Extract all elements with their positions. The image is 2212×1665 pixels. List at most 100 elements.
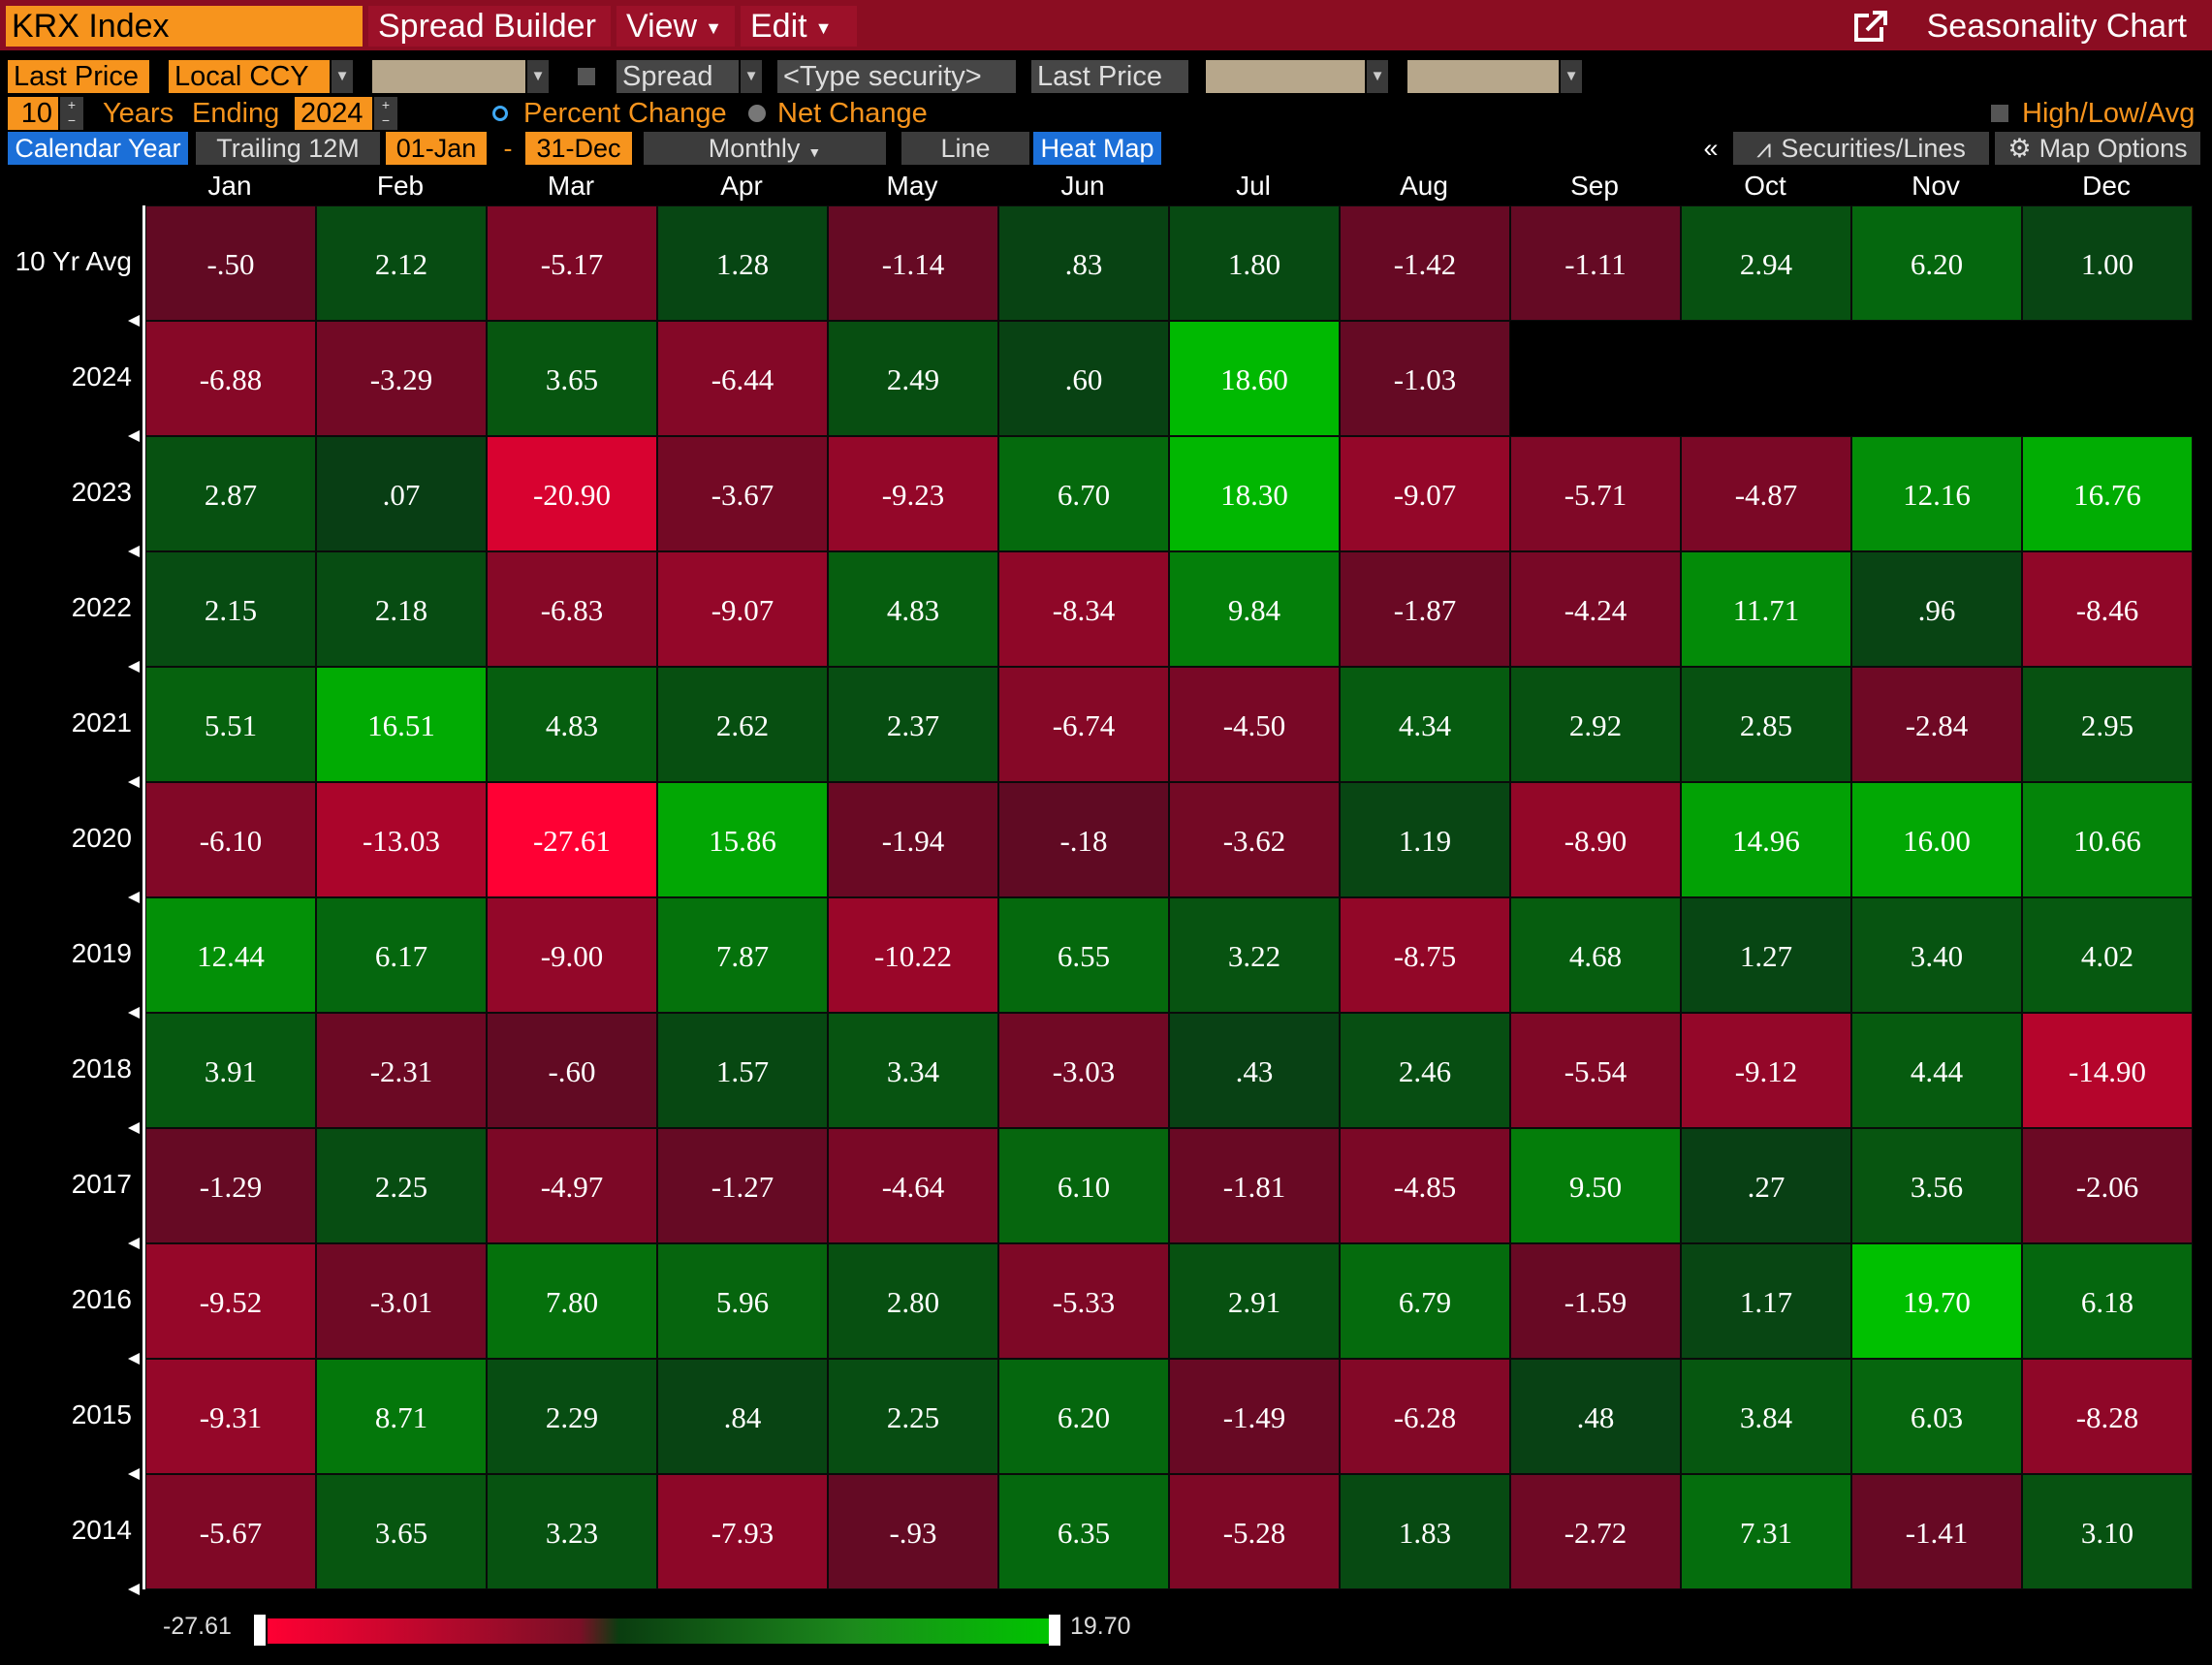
field2-selector[interactable]: Last Price [1031, 60, 1188, 93]
heatmap-cell[interactable]: -6.88 [145, 321, 316, 436]
heatmap-cell[interactable]: 8.71 [316, 1359, 487, 1474]
heatmap-cell[interactable]: 3.84 [1681, 1359, 1851, 1474]
heatmap-cell[interactable]: 1.17 [1681, 1243, 1851, 1359]
end-date-input[interactable]: 31-Dec [525, 132, 632, 165]
net-change-radio[interactable] [748, 105, 766, 122]
heatmap-cell[interactable]: 6.20 [1851, 205, 2022, 321]
chevron-down-icon[interactable]: ▼ [741, 60, 762, 93]
heatmap-cell[interactable]: -1.14 [828, 205, 998, 321]
chevron-down-icon[interactable]: ▼ [1561, 60, 1582, 93]
heatmap-cell[interactable]: -13.03 [316, 782, 487, 897]
securities-lines-button[interactable]: ⩘ Securities/Lines [1733, 132, 1989, 165]
heatmap-cell[interactable]: -.60 [487, 1013, 657, 1128]
heatmap-cell[interactable]: 16.00 [1851, 782, 2022, 897]
heatmap-cell[interactable]: -2.84 [1851, 667, 2022, 782]
heatmap-cell[interactable]: -3.29 [316, 321, 487, 436]
heatmap-cell[interactable]: 7.87 [657, 897, 828, 1013]
heatmap-cell[interactable]: -1.41 [1851, 1474, 2022, 1589]
heatmap-cell[interactable]: 2.91 [1169, 1243, 1340, 1359]
heatmap-cell[interactable]: 2.29 [487, 1359, 657, 1474]
heatmap-cell[interactable]: 3.65 [487, 321, 657, 436]
heatmap-cell[interactable]: -1.87 [1340, 551, 1510, 667]
heatmap-cell[interactable]: 16.76 [2022, 436, 2193, 551]
heatmap-cell[interactable]: -6.44 [657, 321, 828, 436]
heatmap-cell[interactable]: -8.28 [2022, 1359, 2193, 1474]
heatmap-cell[interactable]: 2.85 [1681, 667, 1851, 782]
heatmap-cell[interactable]: 1.80 [1169, 205, 1340, 321]
heatmap-cell[interactable]: -5.33 [998, 1243, 1169, 1359]
heatmap-cell[interactable]: -8.46 [2022, 551, 2193, 667]
heatmap-cell[interactable]: -4.50 [1169, 667, 1340, 782]
heatmap-cell[interactable]: -5.28 [1169, 1474, 1340, 1589]
heatmap-cell[interactable]: -6.83 [487, 551, 657, 667]
heatmap-cell[interactable]: 11.71 [1681, 551, 1851, 667]
heatmap-cell[interactable]: 2.92 [1510, 667, 1681, 782]
heatmap-cell[interactable]: -6.74 [998, 667, 1169, 782]
heatmap-cell[interactable]: -6.10 [145, 782, 316, 897]
heatmap-cell[interactable]: 6.70 [998, 436, 1169, 551]
heatmap-cell[interactable]: -8.75 [1340, 897, 1510, 1013]
view-menu[interactable]: View ▼ [616, 6, 735, 47]
collapse-icon[interactable]: « [1703, 134, 1719, 163]
heatmap-cell[interactable]: -14.90 [2022, 1013, 2193, 1128]
heatmap-cell[interactable]: -3.67 [657, 436, 828, 551]
heatmap-cell[interactable]: .84 [657, 1359, 828, 1474]
heatmap-cell[interactable]: -5.67 [145, 1474, 316, 1589]
heatmap-cell[interactable]: 2.87 [145, 436, 316, 551]
heatmap-cell[interactable]: -1.29 [145, 1128, 316, 1243]
spread-builder-menu[interactable]: Spread Builder [368, 6, 611, 47]
heatmap-cell[interactable]: 3.91 [145, 1013, 316, 1128]
heatmap-cell[interactable]: 6.03 [1851, 1359, 2022, 1474]
field-selector[interactable]: Last Price [8, 60, 149, 93]
heatmap-cell[interactable]: -1.59 [1510, 1243, 1681, 1359]
heatmap-cell[interactable]: -4.64 [828, 1128, 998, 1243]
heatmap-cell[interactable]: 4.34 [1340, 667, 1510, 782]
heatmap-cell[interactable]: 16.51 [316, 667, 487, 782]
heatmap-cell[interactable]: -9.52 [145, 1243, 316, 1359]
heatmap-cell[interactable]: -2.72 [1510, 1474, 1681, 1589]
heatmap-cell[interactable]: -3.01 [316, 1243, 487, 1359]
heatmap-cell[interactable]: -1.27 [657, 1128, 828, 1243]
heatmap-cell[interactable]: .96 [1851, 551, 2022, 667]
map-options-button[interactable]: ⚙ Map Options [1995, 132, 2200, 165]
heatmap-cell[interactable]: -8.34 [998, 551, 1169, 667]
heatmap-cell[interactable]: -9.07 [1340, 436, 1510, 551]
heatmap-cell[interactable]: -9.31 [145, 1359, 316, 1474]
heatmap-cell[interactable]: 1.27 [1681, 897, 1851, 1013]
heatmap-cell[interactable]: 10.66 [2022, 782, 2193, 897]
ending-year-input[interactable]: 2024 [295, 97, 372, 130]
heatmap-cell[interactable]: 5.51 [145, 667, 316, 782]
heatmap-cell[interactable]: 2.37 [828, 667, 998, 782]
blank-selector-1[interactable] [372, 60, 525, 93]
heatmap-cell[interactable]: 6.10 [998, 1128, 1169, 1243]
ending-year-stepper-icon[interactable]: + − [374, 97, 397, 130]
heatmap-cell[interactable]: .07 [316, 436, 487, 551]
tab-calendar-year[interactable]: Calendar Year [8, 132, 188, 165]
heatmap-cell[interactable]: -27.61 [487, 782, 657, 897]
heatmap-cell[interactable]: -1.42 [1340, 205, 1510, 321]
heatmap-cell[interactable]: 3.34 [828, 1013, 998, 1128]
heatmap-cell[interactable]: 12.44 [145, 897, 316, 1013]
heatmap-cell[interactable]: -6.28 [1340, 1359, 1510, 1474]
start-date-input[interactable]: 01-Jan [386, 132, 487, 165]
heatmap-cell[interactable]: 2.94 [1681, 205, 1851, 321]
heatmap-cell[interactable]: 3.23 [487, 1474, 657, 1589]
heatmap-cell[interactable]: 2.49 [828, 321, 998, 436]
heatmap-cell[interactable]: -2.06 [2022, 1128, 2193, 1243]
heatmap-cell[interactable]: 2.12 [316, 205, 487, 321]
heatmap-cell[interactable]: -8.90 [1510, 782, 1681, 897]
heatmap-cell[interactable]: 3.40 [1851, 897, 2022, 1013]
heatmap-cell[interactable]: .83 [998, 205, 1169, 321]
heatmap-cell[interactable]: -7.93 [657, 1474, 828, 1589]
heatmap-cell[interactable]: 2.46 [1340, 1013, 1510, 1128]
heatmap-cell[interactable]: 1.19 [1340, 782, 1510, 897]
heatmap-cell[interactable]: 1.57 [657, 1013, 828, 1128]
heatmap-cell[interactable]: -1.03 [1340, 321, 1510, 436]
export-icon[interactable] [1853, 10, 1888, 43]
blank-selector-3[interactable] [1407, 60, 1559, 93]
currency-selector[interactable]: Local CCY [169, 60, 330, 93]
heatmap-cell[interactable]: -5.54 [1510, 1013, 1681, 1128]
spread-selector[interactable]: Spread [616, 60, 739, 93]
heatmap-cell[interactable]: 3.10 [2022, 1474, 2193, 1589]
heatmap-cell[interactable]: -3.03 [998, 1013, 1169, 1128]
